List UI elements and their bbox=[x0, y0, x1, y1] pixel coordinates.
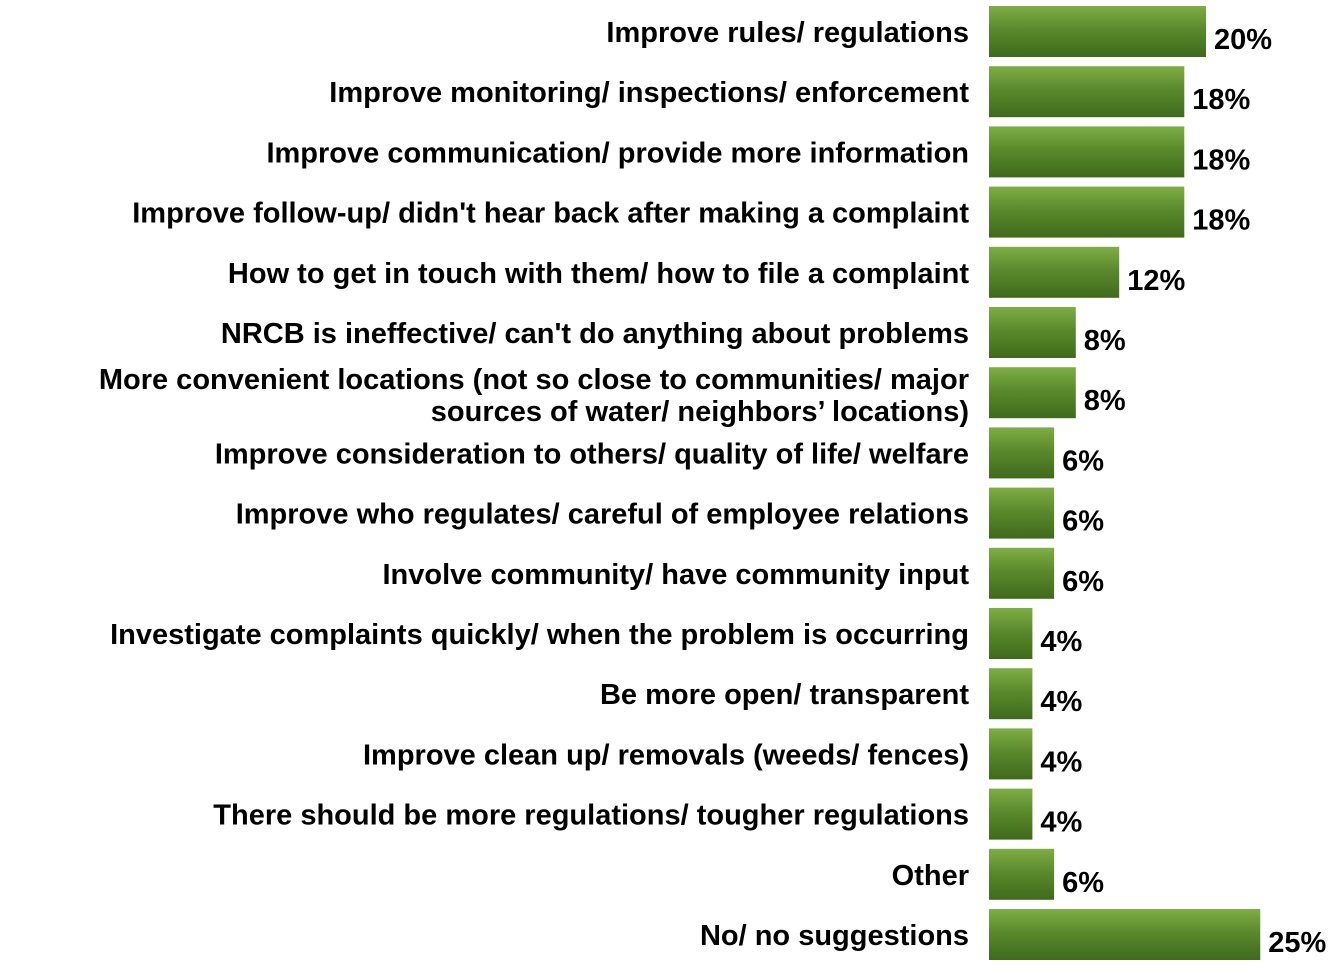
value-label: 18% bbox=[1192, 84, 1250, 116]
bar bbox=[989, 367, 1076, 419]
value-label: 4% bbox=[1040, 626, 1082, 658]
bar bbox=[989, 547, 1055, 599]
value-label: 12% bbox=[1127, 265, 1185, 297]
category-label: No/ no suggestions bbox=[700, 920, 969, 952]
value-label: 8% bbox=[1084, 385, 1126, 417]
bar bbox=[989, 487, 1055, 539]
category-label: Improve monitoring/ inspections/ enforce… bbox=[329, 77, 969, 109]
value-label: 6% bbox=[1062, 506, 1104, 538]
value-label: 4% bbox=[1040, 807, 1082, 839]
category-label: Improve communication/ provide more info… bbox=[266, 137, 969, 169]
category-labels: Improve rules/ regulations Improve monito… bbox=[99, 17, 969, 952]
category-label-line: More convenient locations (not so close … bbox=[99, 364, 969, 396]
bar bbox=[989, 427, 1055, 479]
bar bbox=[989, 186, 1185, 238]
bar bbox=[989, 307, 1076, 358]
category-label: Improve consideration to others/ quality… bbox=[215, 438, 969, 470]
bar bbox=[989, 909, 1261, 960]
category-label: NRCB is ineffective/ can't do anything a… bbox=[221, 318, 969, 350]
category-label: Improve who regulates/ careful of employ… bbox=[236, 499, 969, 531]
category-label: Investigate complaints quickly/ when the… bbox=[110, 619, 969, 651]
bar bbox=[989, 246, 1120, 298]
category-label: Improve follow-up/ didn't hear back afte… bbox=[132, 198, 969, 230]
category-label: More convenient locations (not so close … bbox=[99, 364, 969, 428]
category-label-line: sources of water/ neighbors’ locations) bbox=[431, 396, 969, 428]
value-label: 4% bbox=[1040, 686, 1082, 718]
value-labels: 20%18%18%18%12%8%8%6%6%6%4%4%4%4%6%25% bbox=[1040, 24, 1326, 959]
category-label: Other bbox=[892, 860, 969, 892]
value-label: 20% bbox=[1214, 24, 1272, 56]
bar bbox=[989, 728, 1033, 780]
value-label: 6% bbox=[1062, 445, 1104, 477]
bar bbox=[989, 66, 1185, 118]
category-label: How to get in touch with them/ how to fi… bbox=[228, 258, 969, 290]
bar bbox=[989, 848, 1055, 900]
value-label: 6% bbox=[1062, 566, 1104, 598]
value-label: 18% bbox=[1192, 205, 1250, 237]
value-label: 6% bbox=[1062, 867, 1104, 899]
category-label: Involve community/ have community input bbox=[382, 559, 969, 591]
bar bbox=[989, 788, 1033, 840]
bar bbox=[989, 608, 1033, 659]
value-label: 4% bbox=[1040, 746, 1082, 778]
bars-group bbox=[989, 6, 1261, 960]
category-label: Be more open/ transparent bbox=[600, 679, 969, 711]
category-label: Improve rules/ regulations bbox=[606, 17, 969, 49]
category-label: There should be more regulations/ toughe… bbox=[213, 800, 969, 832]
value-label: 18% bbox=[1192, 144, 1250, 176]
bar bbox=[989, 6, 1206, 57]
value-label: 25% bbox=[1268, 927, 1326, 959]
bar bbox=[989, 668, 1033, 720]
category-label: Improve clean up/ removals (weeds/ fence… bbox=[363, 739, 969, 771]
value-label: 8% bbox=[1084, 325, 1126, 357]
bar bbox=[989, 126, 1185, 178]
